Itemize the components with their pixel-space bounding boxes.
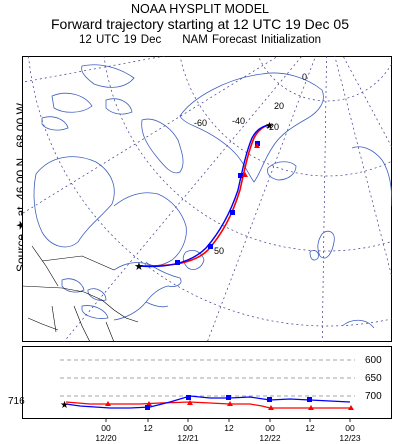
profile-red-markers <box>105 400 354 410</box>
profile-start-label: 716 <box>8 396 25 407</box>
grid-label-lat-50: 50 <box>214 246 224 256</box>
grid-label-lon-m40: -40 <box>232 116 245 126</box>
latitude-grid <box>28 56 392 327</box>
coastlines <box>33 64 392 329</box>
grid-label-lat-20: 20 <box>274 101 284 111</box>
time-tick: 12 <box>143 423 153 433</box>
time-axis-ticks <box>105 418 351 422</box>
trajectory-description: Forward trajectory starting at 12 UTC 19… <box>50 16 349 32</box>
time-tick: 12 <box>224 423 234 433</box>
init-time: 12 UTC 19 Dec <box>78 34 162 46</box>
trajectory-blue <box>139 124 271 268</box>
profile-blue <box>65 395 351 409</box>
trajectory-blue-markers <box>175 141 260 265</box>
model-title: NOAA HYSPLIT MODEL <box>130 2 269 16</box>
endpoint-star-icon: ★ <box>265 121 274 132</box>
time-tick: 00 <box>265 423 275 433</box>
vertical-profile: hPa 600 650 700 716 ★ <box>8 346 392 443</box>
date-label: 12/20 <box>95 433 117 443</box>
time-tick: 12 <box>305 423 315 433</box>
political-borders <box>22 245 139 342</box>
profile-blue-markers <box>145 395 312 410</box>
profile-source-star-icon: ★ <box>60 400 69 411</box>
init-source: NAM Forecast Initialization <box>182 34 322 46</box>
time-tick: 00 <box>101 423 111 433</box>
longitude-grid <box>22 56 392 342</box>
level-label-650: 650 <box>365 373 382 384</box>
date-label: 12/22 <box>259 433 281 443</box>
date-label: 12/23 <box>339 433 361 443</box>
level-label-600: 600 <box>365 355 382 366</box>
pressure-levels <box>60 359 355 397</box>
grid-label-lon-m20: -20 <box>266 122 279 132</box>
grid-label-lon-0: 0 <box>302 72 307 82</box>
grid-label-lon-m60: -60 <box>194 118 207 128</box>
map-frame <box>22 56 392 342</box>
time-tick: 00 <box>345 423 355 433</box>
date-label: 12/21 <box>177 433 199 443</box>
trajectory-map: -60 -40 20 0 50 -20 ★ ★ <box>22 56 392 342</box>
trajectory-red <box>139 123 271 267</box>
init-info: 12 UTC 19 Dec NAM Forecast Initializatio… <box>0 34 400 46</box>
source-star-icon: ★ <box>134 261 144 273</box>
trajectory-red-markers <box>242 143 260 177</box>
time-tick: 00 <box>183 423 193 433</box>
level-label-700: 700 <box>365 391 382 402</box>
